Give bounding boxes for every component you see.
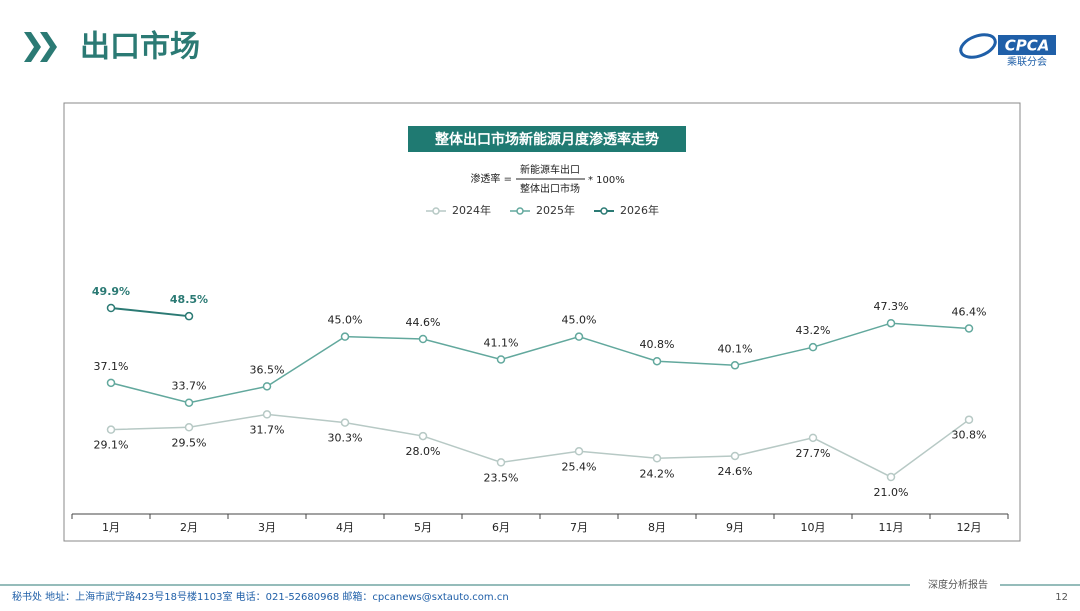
data-label: 30.3% [328, 432, 363, 445]
formula-denominator: 整体出口市场 [520, 182, 580, 195]
data-label: 24.6% [718, 465, 753, 478]
data-point [496, 355, 506, 364]
legend-label: 2025年 [536, 203, 575, 217]
x-tick-label: 2月 [180, 521, 198, 534]
data-label: 30.8% [952, 429, 987, 442]
series-line [110, 322, 970, 404]
data-point [106, 425, 116, 434]
x-tick-label: 4月 [336, 521, 354, 534]
data-point [106, 378, 116, 388]
data-point [574, 332, 584, 341]
data-label: 36.5% [250, 363, 285, 376]
data-label: 25.4% [562, 460, 597, 473]
data-label: 44.6% [406, 316, 441, 329]
data-point [340, 418, 350, 427]
chart-title: 整体出口市场新能源月度渗透率走势 [434, 131, 659, 148]
data-point [964, 324, 974, 333]
data-point [418, 334, 428, 344]
chart-title-box [408, 126, 686, 152]
data-point [808, 342, 818, 352]
data-point [184, 423, 194, 432]
data-label: 33.7% [172, 380, 207, 393]
page-number: 12 [1055, 592, 1068, 603]
data-point [652, 454, 662, 463]
data-point [184, 398, 194, 407]
logo-mark [959, 33, 997, 59]
x-tick-label: 12月 [957, 521, 982, 534]
data-label: 28.0% [406, 445, 441, 458]
plot: 1月 2月 3月 4月 5月 6月 7月 8月 9月 10月 11月 12月 2024年 2025年 202… [71, 203, 1009, 534]
page-title: 出口市场 [80, 30, 200, 65]
data-label: 45.0% [328, 314, 363, 327]
data-point [574, 447, 584, 456]
legend-marker [516, 207, 524, 215]
series-line [110, 413, 970, 478]
data-point [886, 318, 896, 328]
legend-label: 2024年 [452, 203, 491, 217]
data-point [808, 433, 818, 443]
data-point [262, 410, 272, 419]
data-point [418, 431, 428, 441]
data-point [262, 382, 272, 391]
formula-rhs: * 100% [588, 175, 625, 186]
data-label: 49.9% [92, 285, 130, 298]
data-point [184, 311, 194, 321]
x-tick-label: 5月 [414, 521, 432, 534]
x-tick-label: 6月 [492, 521, 510, 534]
data-label: 45.0% [562, 314, 597, 327]
data-label: 41.1% [484, 336, 519, 349]
x-tick-label: 10月 [801, 521, 826, 534]
x-tick-label: 3月 [258, 521, 276, 534]
formula-lhs: 渗透率 = [470, 172, 512, 185]
data-point [652, 356, 662, 366]
chart-frame [63, 102, 1021, 542]
formula-numerator: 新能源车出口 [520, 163, 580, 176]
data-label: 43.2% [796, 324, 831, 337]
data-point [496, 458, 506, 467]
legend-marker [600, 207, 608, 215]
data-label: 47.3% [874, 300, 909, 313]
data-point [730, 361, 740, 370]
data-point [886, 472, 896, 482]
data-label: 37.1% [94, 360, 129, 373]
data-label: 24.2% [640, 467, 675, 480]
x-tick-label: 9月 [726, 521, 744, 534]
data-point [340, 332, 350, 341]
series-line [110, 307, 190, 318]
legend-marker [432, 207, 440, 215]
data-label: 27.7% [796, 447, 831, 460]
x-tick-label: 7月 [570, 521, 588, 534]
data-point [964, 415, 974, 424]
x-tick-label: 1月 [102, 521, 120, 534]
logo-sub: 乘联分会 [1007, 55, 1047, 68]
legend-label: 2026年 [620, 203, 659, 217]
data-point [730, 451, 740, 461]
data-label: 40.8% [640, 338, 675, 351]
x-tick-label: 11月 [879, 521, 904, 534]
data-label: 31.7% [250, 423, 285, 436]
data-label: 40.1% [718, 342, 753, 355]
data-label: 46.4% [952, 305, 987, 318]
data-label: 23.5% [484, 471, 519, 484]
footer-contact: 秘书处 地址：上海市武宁路423号18号楼1103室 电话：021-526809… [12, 590, 509, 603]
logo-text: CPCA [1005, 37, 1050, 55]
x-tick-label: 8月 [648, 521, 666, 534]
data-point [106, 303, 116, 313]
data-label: 29.5% [172, 436, 207, 449]
data-label: 29.1% [94, 439, 129, 452]
chevron-icon [24, 32, 57, 62]
logo-box [998, 35, 1056, 55]
data-label: 48.5% [170, 293, 208, 306]
data-label: 21.0% [874, 486, 909, 499]
footer-report: 深度分析报告 [928, 578, 988, 591]
